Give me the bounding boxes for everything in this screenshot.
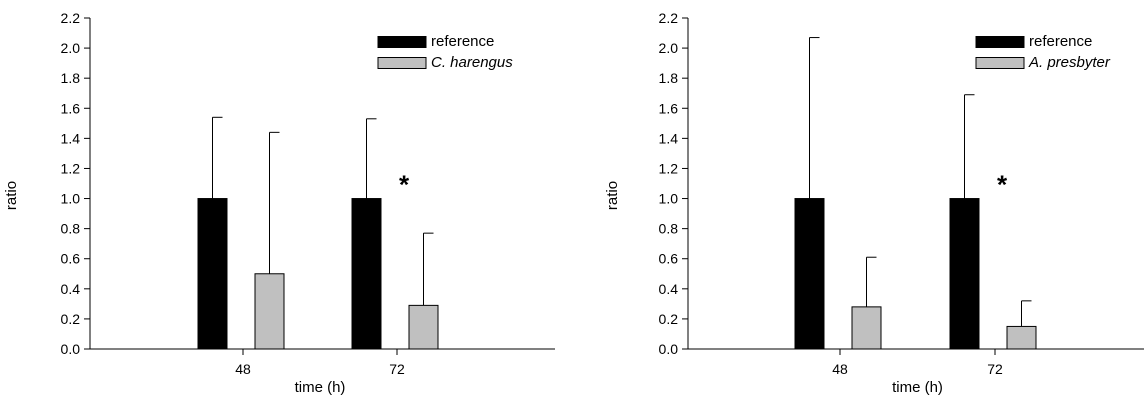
y-tick-label: 0.6: [659, 251, 679, 267]
y-tick-label: 1.0: [61, 191, 81, 207]
legend-label: C. harengus: [431, 54, 513, 71]
y-tick-label: 1.2: [659, 160, 679, 176]
y-tick-label: 0.2: [61, 311, 81, 327]
y-tick-label: 1.4: [659, 130, 679, 146]
bar-reference-72: [351, 198, 382, 350]
significance-marker: *: [997, 170, 1008, 200]
bar-species-72: [1006, 325, 1037, 350]
y-tick-label: 1.2: [61, 160, 81, 176]
bar-reference-72: [949, 198, 980, 350]
bar-reference-48: [197, 198, 228, 350]
y-tick-label: 0.4: [659, 281, 679, 297]
legend-swatch: [377, 57, 427, 69]
bar-species-48: [254, 273, 285, 350]
legend-label: A. presbyter: [1028, 54, 1111, 71]
y-tick-label: 2.2: [659, 10, 679, 26]
x-tick-label: 72: [987, 361, 1003, 377]
y-tick-label: 2.0: [61, 40, 81, 56]
y-tick-label: 0.6: [61, 251, 81, 267]
x-tick-label: 48: [235, 361, 251, 377]
y-tick-label: 1.4: [61, 130, 81, 146]
significance-marker: *: [399, 170, 410, 200]
bar-reference-48: [794, 198, 825, 350]
y-tick-label: 0.2: [659, 311, 679, 327]
y-tick-label: 1.0: [659, 191, 679, 207]
y-tick-label: 2.2: [61, 10, 81, 26]
x-axis-title: time (h): [295, 379, 346, 396]
legend-label: reference: [431, 33, 494, 50]
y-tick-label: 1.6: [61, 100, 81, 116]
legend-swatch: [377, 36, 427, 48]
legend-swatch: [975, 36, 1025, 48]
chart-panel-2: 0.0 0.2 0.4 0.6 0.8 1.0 1.2 1.4 1.6 1.8 2.0 2.2 48 72…: [604, 10, 1144, 396]
y-tick-label: 1.6: [659, 100, 679, 116]
legend-label: reference: [1029, 33, 1092, 50]
y-tick-label: 1.8: [61, 70, 81, 86]
y-tick-label: 0.8: [61, 221, 81, 237]
y-tick-label: 2.0: [659, 40, 679, 56]
y-axis-title: ratio: [604, 181, 621, 210]
y-tick-label: 0.4: [61, 281, 81, 297]
y-tick-label: 0.0: [61, 341, 81, 357]
x-axis-title: time (h): [892, 379, 943, 396]
x-tick-label: 72: [389, 361, 405, 377]
y-axis-title: ratio: [3, 181, 20, 210]
bar-species-72: [408, 304, 439, 350]
legend-swatch: [975, 57, 1025, 69]
x-tick-label: 48: [832, 361, 848, 377]
chart-panel-1: 0.0 0.2 0.4 0.6 0.8 1.0 1.2 1.4 1.6 1.8 2.0 2.2 48 72…: [3, 10, 555, 396]
y-tick-label: 0.0: [659, 341, 679, 357]
y-tick-label: 0.8: [659, 221, 679, 237]
bar-species-48: [851, 306, 882, 350]
y-tick-label: 1.8: [659, 70, 679, 86]
